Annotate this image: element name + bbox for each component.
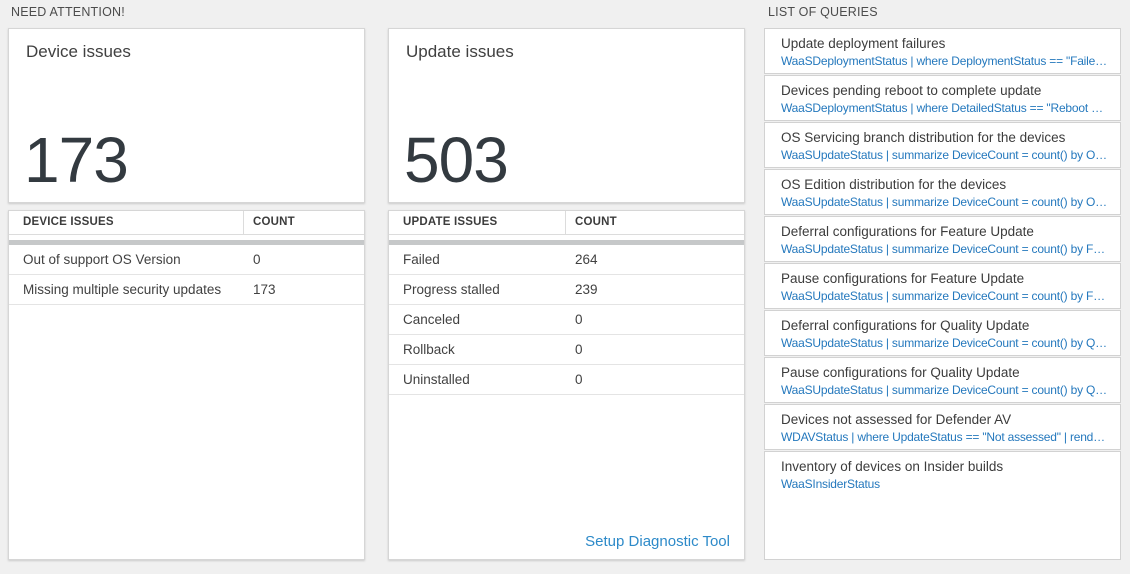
query-code-link[interactable]: WDAVStatus | where UpdateStatus == "Not … <box>781 430 1108 444</box>
table-row[interactable]: Canceled 0 <box>389 305 744 335</box>
query-title: OS Edition distribution for the devices <box>781 177 1007 192</box>
query-item[interactable]: Devices pending reboot to complete updat… <box>764 75 1121 121</box>
issue-label: Failed <box>403 252 440 267</box>
query-title: Devices pending reboot to complete updat… <box>781 83 1042 98</box>
issue-label: Canceled <box>403 312 461 327</box>
query-title: OS Servicing branch distribution for the… <box>781 130 1066 145</box>
issue-count: 0 <box>253 252 261 267</box>
query-item[interactable]: Deferral configurations for Feature Upda… <box>764 216 1121 262</box>
column-header-count: COUNT <box>253 216 295 228</box>
issue-count: 264 <box>575 252 598 267</box>
query-item[interactable]: Pause configurations for Feature Update … <box>764 263 1121 309</box>
table-row[interactable]: Missing multiple security updates 173 <box>9 275 364 305</box>
query-code-link[interactable]: WaaSDeploymentStatus | where DetailedSta… <box>781 101 1108 115</box>
query-code-link[interactable]: WaaSUpdateStatus | summarize DeviceCount… <box>781 242 1108 256</box>
query-code-link[interactable]: WaaSUpdateStatus | summarize DeviceCount… <box>781 383 1108 397</box>
query-code-link[interactable]: WaaSUpdateStatus | summarize DeviceCount… <box>781 289 1108 303</box>
query-item[interactable]: Pause configurations for Quality Update … <box>764 357 1121 403</box>
table-row[interactable]: Uninstalled 0 <box>389 365 744 395</box>
table-row[interactable]: Progress stalled 239 <box>389 275 744 305</box>
device-issues-count: 173 <box>24 124 129 196</box>
query-code-link[interactable]: WaaSUpdateStatus | summarize DeviceCount… <box>781 336 1108 350</box>
query-code-link[interactable]: WaaSInsiderStatus <box>781 477 880 491</box>
update-issues-table-body: Failed 264 Progress stalled 239 Canceled… <box>389 245 744 395</box>
device-issues-table-header: DEVICE ISSUES COUNT <box>9 211 364 235</box>
issue-count: 173 <box>253 282 276 297</box>
query-title: Update deployment failures <box>781 36 946 51</box>
update-issues-table-header: UPDATE ISSUES COUNT <box>389 211 744 235</box>
table-row[interactable]: Out of support OS Version 0 <box>9 245 364 275</box>
query-title: Deferral configurations for Feature Upda… <box>781 224 1034 239</box>
update-issues-title: Update issues <box>406 42 514 61</box>
query-code-link[interactable]: WaaSDeploymentStatus | where DeploymentS… <box>781 54 1108 68</box>
table-scroll-shadow <box>389 240 744 245</box>
column-header-count: COUNT <box>575 216 617 228</box>
query-title: Devices not assessed for Defender AV <box>781 412 1012 427</box>
query-code-link[interactable]: WaaSUpdateStatus | summarize DeviceCount… <box>781 195 1108 209</box>
device-issues-tile[interactable]: Device issues 173 <box>8 28 365 203</box>
column-header-update-issues: UPDATE ISSUES <box>389 211 566 234</box>
issue-label: Progress stalled <box>403 282 500 297</box>
issue-label: Missing multiple security updates <box>23 282 222 297</box>
update-issues-count: 503 <box>404 124 509 196</box>
query-item[interactable]: Inventory of devices on Insider builds W… <box>764 451 1121 560</box>
query-item[interactable]: Deferral configurations for Quality Upda… <box>764 310 1121 356</box>
query-item[interactable]: OS Servicing branch distribution for the… <box>764 122 1121 168</box>
query-title: Pause configurations for Quality Update <box>781 365 1020 380</box>
query-code-link[interactable]: WaaSUpdateStatus | summarize DeviceCount… <box>781 148 1108 162</box>
issue-count: 239 <box>575 282 598 297</box>
query-item[interactable]: Devices not assessed for Defender AV WDA… <box>764 404 1121 450</box>
issue-label: Out of support OS Version <box>23 252 181 267</box>
list-of-queries-header: LIST OF QUERIES <box>768 5 878 19</box>
query-title: Inventory of devices on Insider builds <box>781 459 1004 474</box>
column-header-device-issues: DEVICE ISSUES <box>9 211 244 234</box>
issue-count: 0 <box>575 372 583 387</box>
device-issues-title: Device issues <box>26 42 131 61</box>
update-issues-table: UPDATE ISSUES COUNT Failed 264 Progress … <box>388 210 745 560</box>
update-issues-tile[interactable]: Update issues 503 <box>388 28 745 203</box>
need-attention-header: NEED ATTENTION! <box>11 5 125 19</box>
query-title: Pause configurations for Feature Update <box>781 271 1025 286</box>
issue-label: Uninstalled <box>403 372 470 387</box>
issue-count: 0 <box>575 342 583 357</box>
query-item[interactable]: OS Edition distribution for the devices … <box>764 169 1121 215</box>
table-row[interactable]: Failed 264 <box>389 245 744 275</box>
query-title: Deferral configurations for Quality Upda… <box>781 318 1030 333</box>
query-item[interactable]: Update deployment failures WaaSDeploymen… <box>764 28 1121 74</box>
table-row[interactable]: Rollback 0 <box>389 335 744 365</box>
setup-diagnostic-tool-link[interactable]: Setup Diagnostic Tool <box>585 533 730 550</box>
issue-label: Rollback <box>403 342 455 357</box>
device-issues-table-body: Out of support OS Version 0 Missing mult… <box>9 245 364 305</box>
table-scroll-shadow <box>9 240 364 245</box>
device-issues-table: DEVICE ISSUES COUNT Out of support OS Ve… <box>8 210 365 560</box>
query-list: Update deployment failures WaaSDeploymen… <box>764 28 1121 560</box>
issue-count: 0 <box>575 312 583 327</box>
